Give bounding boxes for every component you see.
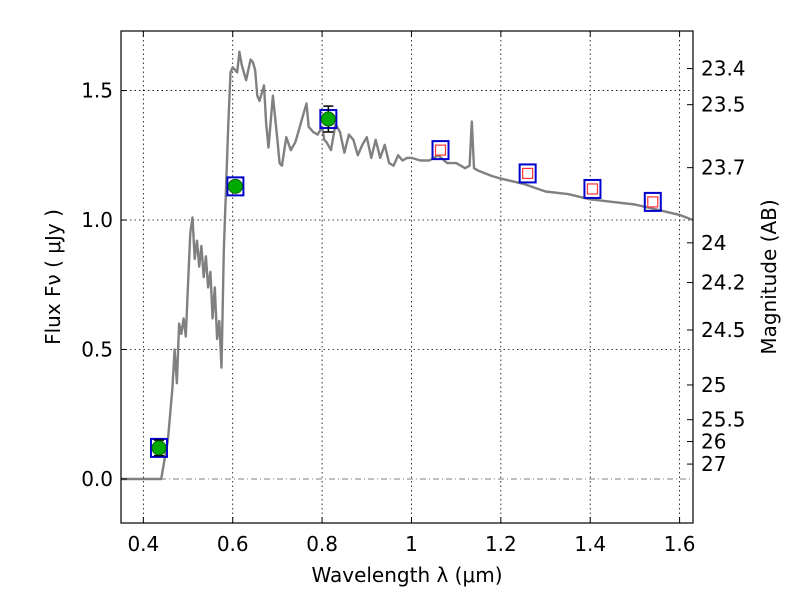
x-tick-label: 1.2 [485, 532, 517, 556]
x-tick-label: 1.4 [574, 532, 606, 556]
x-tick-label: 0.8 [306, 532, 338, 556]
mag-tick-label: 24.2 [701, 271, 746, 295]
y-axis-title: Flux Fν ( μJy ) [41, 209, 65, 345]
mag-tick-label: 24.5 [701, 318, 746, 342]
mag-tick-label: 27 [701, 452, 726, 476]
tick-labels: 0.4 0.6 0.8 1 1.2 1.4 1.6 0.0 0.5 1.0 1.5 23.4 23.5 2… [81, 57, 745, 556]
observed-photometry-point [320, 111, 336, 127]
x-axis-title: Wavelength λ (μm) [311, 563, 502, 587]
mag-tick-label: 25 [701, 373, 726, 397]
model-photometry-point [518, 163, 537, 184]
upper-limit-point [647, 196, 659, 208]
mag-tick-label: 23.5 [701, 93, 746, 117]
upper-limit-point [522, 167, 534, 180]
model-photometry-point [431, 140, 450, 161]
model-photometry-point [149, 437, 168, 458]
mag-tick-label: 25.5 [701, 408, 746, 432]
x-tick-label: 1 [405, 532, 418, 556]
upper-limit-point [434, 144, 447, 156]
mag-tick-label: 24 [701, 231, 726, 255]
model-photometry-point [643, 191, 662, 212]
y-tick-label: 1.5 [81, 79, 113, 103]
y-tick-label: 0.5 [81, 338, 113, 362]
y-tick-label: 1.0 [81, 208, 113, 232]
upper-limit-point [586, 183, 599, 195]
grid-lines [121, 31, 693, 523]
mag-tick-label: 26 [701, 430, 726, 454]
y2-axis-title: Magnitude (AB) [757, 199, 781, 354]
plot-frame [120, 30, 694, 524]
model-spectrum-line [121, 50, 693, 481]
x-tick-label: 1.6 [664, 532, 696, 556]
plot-area [121, 50, 693, 481]
observed-photometry-point [227, 178, 243, 194]
axis-ticks [121, 31, 693, 523]
x-tick-label: 0.6 [217, 532, 249, 556]
observed-photometry-point [151, 440, 167, 456]
x-tick-label: 0.4 [127, 532, 159, 556]
model-photometry-point [583, 178, 602, 199]
mag-tick-label: 23.7 [701, 156, 746, 180]
y-tick-label: 0.0 [81, 467, 113, 491]
model-photometry-point [226, 176, 245, 197]
mag-tick-label: 23.4 [701, 57, 746, 81]
